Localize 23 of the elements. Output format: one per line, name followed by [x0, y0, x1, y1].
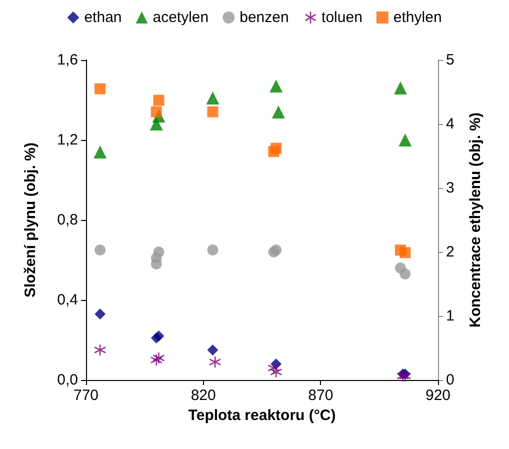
y2-tick-label: 4	[446, 116, 454, 132]
legend-label: toluen	[322, 9, 362, 26]
y2-tick-label: 0	[446, 372, 454, 388]
y2-tick-label: 1	[446, 308, 454, 324]
legend-label: ethylen	[393, 9, 442, 26]
y-tick-label: 1,6	[57, 52, 78, 68]
y-axis-title: Složení plynu (obj. %)	[22, 142, 39, 298]
y2-tick-label: 5	[446, 52, 454, 68]
x-tick-label: 920	[425, 387, 451, 404]
y2-axis-title: Koncentrace ethylenu (obj. %)	[467, 112, 484, 328]
x-tick-label: 870	[308, 387, 334, 404]
legend-label: acetylen	[152, 9, 209, 26]
x-axis-title: Teplota reaktoru (°C)	[188, 406, 336, 424]
x-tick-label: 770	[73, 387, 99, 404]
y-tick-label: 0,8	[57, 212, 78, 228]
x-tick-label: 820	[190, 387, 216, 404]
legend-label: benzen	[240, 9, 289, 26]
y-tick-label: 1,2	[57, 132, 78, 148]
y2-tick-label: 3	[446, 180, 454, 196]
y-tick-label: 0,0	[57, 372, 78, 388]
y-tick-label: 0,4	[57, 292, 78, 308]
legend-label: ethan	[84, 9, 122, 26]
y2-tick-label: 2	[446, 244, 454, 260]
